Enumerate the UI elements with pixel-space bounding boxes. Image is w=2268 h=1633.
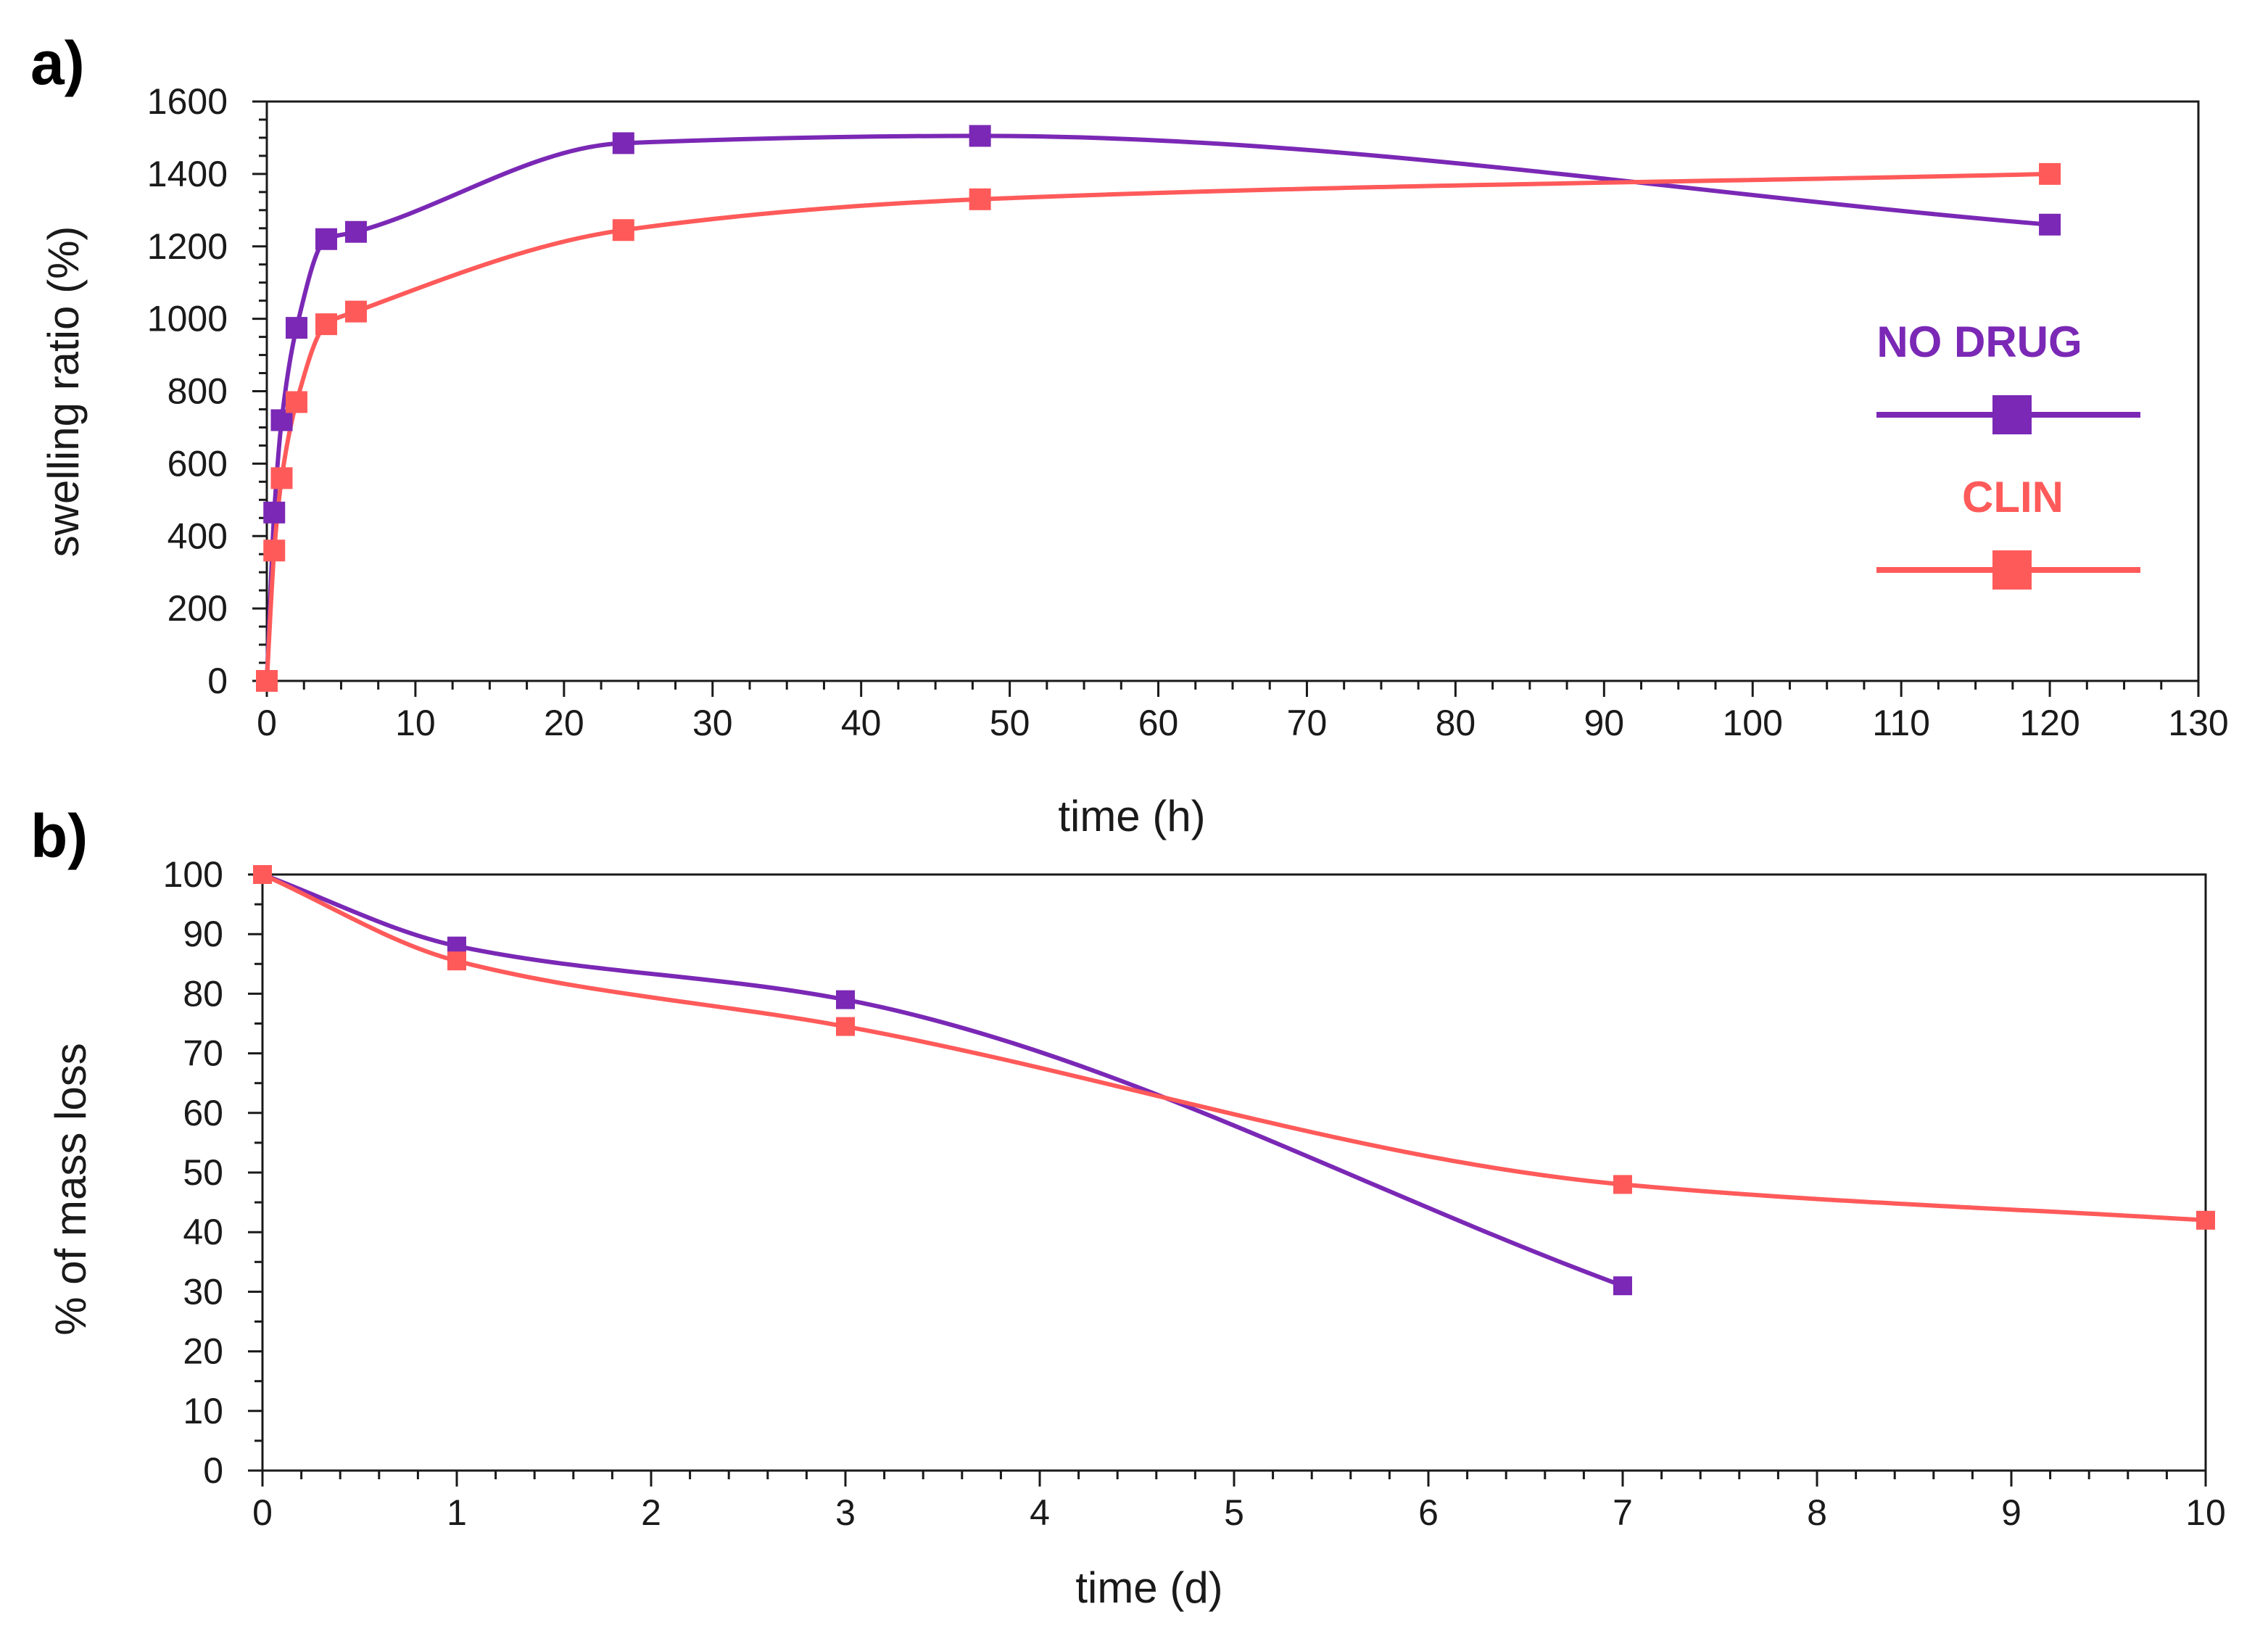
x-tick-label-a: 90 [1584, 703, 1624, 743]
x-tick-label-a: 70 [1287, 703, 1328, 743]
x-tick-label-b: 1 [447, 1492, 467, 1533]
data-point-clin-a [256, 670, 278, 692]
x-tick-label-a: 0 [257, 703, 277, 743]
y-tick-label-a: 600 [167, 443, 228, 484]
data-point-clin-a [969, 188, 991, 210]
plot-area-a [265, 100, 2200, 682]
y-tick-label-a: 1000 [147, 299, 228, 339]
data-point-clin-b [447, 951, 466, 971]
data-point-clin-a [344, 300, 367, 323]
x-tick-label-a: 100 [1723, 703, 1783, 743]
legend-marker-no-drug [1992, 395, 2032, 434]
y-tick-label-a: 400 [167, 516, 228, 556]
x-axis-b: 0 1 2 3 4 5 6 7 8 9 10 [252, 1471, 2226, 1533]
x-tick-label-b: 6 [1418, 1492, 1439, 1533]
chart-b: b) 0 1 2 3 4 5 6 7 8 9 10 0 10 20 30 40 50 60 70 80 90 100 t… [30, 802, 2226, 1612]
y-axis-label-b: % of mass loss [46, 1043, 95, 1335]
y-tick-label-b: 70 [183, 1033, 223, 1074]
x-tick-label-b: 2 [641, 1492, 661, 1533]
y-tick-label-a: 0 [207, 661, 228, 701]
x-axis-label-b: time (d) [1075, 1563, 1222, 1612]
x-tick-label-a: 130 [2168, 703, 2228, 743]
series-line-clin-b [260, 872, 2208, 1223]
panel-label-b: b) [30, 802, 88, 870]
legend-label-clin: CLIN [1962, 473, 2064, 521]
x-tick-label-b: 4 [1030, 1492, 1050, 1533]
series-group-b [253, 865, 2215, 1296]
y-tick-label-b: 10 [183, 1391, 223, 1431]
data-point-clin-a [612, 219, 634, 241]
data-point-no-drug-b [836, 990, 855, 1009]
x-tick-label-a: 20 [544, 703, 584, 743]
x-tick-label-b: 5 [1224, 1492, 1244, 1533]
data-point-no-drug-a [315, 228, 337, 250]
y-tick-label-b: 50 [183, 1152, 223, 1193]
x-tick-label-a: 60 [1138, 703, 1179, 743]
series-line-no-drug-b [260, 872, 1625, 1289]
x-tick-label-b: 0 [252, 1492, 273, 1533]
data-point-clin-b [836, 1017, 855, 1036]
x-tick-label-b: 8 [1807, 1492, 1827, 1533]
data-point-no-drug-b [1613, 1276, 1632, 1296]
x-tick-label-a: 40 [841, 703, 882, 743]
x-tick-label-a: 30 [692, 703, 733, 743]
data-point-clin-a [2039, 162, 2061, 185]
y-tick-label-b: 60 [183, 1093, 223, 1133]
data-point-clin-b [2196, 1210, 2215, 1230]
y-tick-label-b: 40 [183, 1212, 223, 1252]
series-group-a [256, 125, 2061, 692]
x-axis-label-a: time (h) [1058, 792, 1205, 840]
data-point-clin-a [285, 391, 307, 413]
x-tick-label-a: 50 [990, 703, 1030, 743]
data-point-clin-a [263, 539, 286, 562]
y-tick-label-a: 1200 [147, 226, 228, 267]
data-point-clin-a [315, 313, 337, 336]
x-tick-label-b: 3 [835, 1492, 856, 1533]
data-point-no-drug-a [344, 220, 367, 243]
y-tick-label-a: 200 [167, 588, 228, 629]
y-tick-label-b: 100 [163, 854, 223, 895]
y-tick-label-b: 20 [183, 1331, 223, 1372]
x-tick-label-a: 120 [2019, 703, 2079, 743]
data-point-no-drug-a [263, 501, 286, 524]
data-point-no-drug-a [969, 125, 991, 147]
y-tick-label-b: 0 [203, 1450, 223, 1491]
chart-a: a) 0 10 20 30 40 50 60 70 80 90 100 110 120 130 0 200 4… [30, 29, 2229, 840]
data-point-no-drug-a [285, 317, 307, 339]
data-point-clin-a [270, 467, 293, 489]
y-tick-label-a: 1400 [147, 154, 228, 194]
legend-marker-clin [1992, 550, 2032, 590]
x-tick-label-a: 110 [1872, 703, 1930, 743]
x-tick-label-a: 10 [395, 703, 436, 743]
series-line-no-drug-a [265, 133, 2053, 683]
data-point-no-drug-a [2039, 213, 2061, 236]
x-tick-label-b: 9 [2001, 1492, 2021, 1533]
panel-label-a: a) [30, 29, 85, 97]
x-tick-label-b: 10 [2185, 1492, 2226, 1533]
y-axis-a: 0 200 400 600 800 1000 1200 1400 1600 [147, 81, 267, 701]
x-axis-a: 0 10 20 30 40 50 60 70 80 90 100 110 120 130 [257, 681, 2229, 743]
data-point-no-drug-a [612, 132, 634, 154]
y-tick-label-b: 30 [183, 1271, 223, 1312]
y-tick-label-b: 80 [183, 973, 223, 1014]
x-tick-label-b: 7 [1613, 1492, 1633, 1533]
data-point-clin-b [253, 865, 272, 884]
data-point-clin-b [1613, 1175, 1632, 1194]
y-axis-label-a: swelling ratio (%) [39, 226, 88, 558]
y-axis-b: 0 10 20 30 40 50 60 70 80 90 100 [163, 854, 262, 1491]
y-tick-label-a: 800 [167, 371, 228, 412]
x-tick-label-a: 80 [1436, 703, 1476, 743]
legend: NO DRUG CLIN [1876, 318, 2140, 590]
series-line-clin-a [265, 171, 2053, 683]
y-tick-label-b: 90 [183, 914, 223, 954]
y-tick-label-a: 1600 [147, 81, 228, 122]
legend-label-no-drug: NO DRUG [1876, 318, 2082, 366]
